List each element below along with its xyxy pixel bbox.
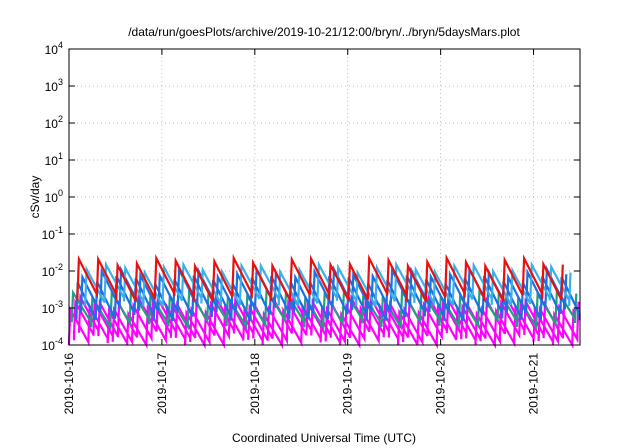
series-line: [79, 264, 568, 314]
x-tick-label: 2019-10-18: [248, 353, 262, 415]
y-tick-label: 104: [45, 40, 63, 57]
series-line: [70, 286, 578, 332]
x-axis-label: Coordinated Universal Time (UTC): [232, 431, 416, 445]
x-tick-label: 2019-10-19: [341, 353, 355, 415]
series-line: [84, 260, 572, 307]
y-tick-label: 103: [45, 77, 63, 94]
chart-title: /data/run/goesPlots/archive/2019-10-21/1…: [128, 25, 520, 39]
y-tick-label: 10-3: [42, 299, 63, 316]
y-tick-label: 101: [45, 151, 63, 168]
y-tick-label: 102: [45, 114, 63, 131]
x-tick-label: 2019-10-20: [434, 353, 448, 415]
y-tick-label: 10-4: [42, 336, 63, 353]
series-group: [67, 253, 581, 350]
y-tick-label: 100: [45, 188, 63, 205]
x-tick-label: 2019-10-17: [155, 353, 169, 415]
y-tick-label: 10-1: [42, 225, 63, 242]
x-axis: 2019-10-16 2019-10-17 2019-10-18 2019-10-19…: [62, 49, 541, 414]
x-tick-label: 2019-10-16: [62, 353, 76, 415]
series-line: [75, 275, 581, 322]
series-line: [76, 253, 564, 302]
y-axis-label: cSv/day: [28, 176, 42, 219]
x-tick-label: 2019-10-21: [527, 353, 541, 415]
series-line: [77, 292, 566, 340]
y-tick-label: 10-2: [42, 262, 63, 279]
